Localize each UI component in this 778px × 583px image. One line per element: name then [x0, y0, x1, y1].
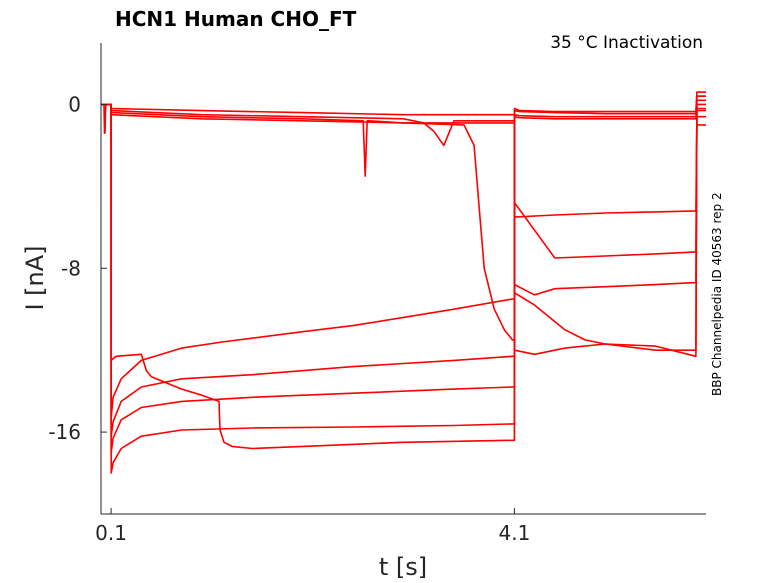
trace-8 [101, 103, 706, 358]
y-tick-label-3: -16 [48, 420, 81, 444]
y-tick-label-2: -8 [61, 256, 81, 280]
trace-6 [101, 103, 706, 341]
trace-2 [101, 95, 706, 454]
trace-3 [101, 99, 706, 437]
x-axis-label: t [s] [379, 553, 427, 581]
y-tick-group: 0 -8 -16 [48, 92, 107, 444]
trace-4 [101, 103, 706, 419]
y-tick-label-1: 0 [68, 92, 81, 116]
x-tick-group: 0.1 4.1 [95, 508, 530, 545]
y-axis-label: I [nA] [21, 245, 49, 310]
chart-title: HCN1 Human CHO_FT [115, 7, 357, 31]
trace-9 [101, 95, 706, 351]
x-tick-label-2: 4.1 [499, 521, 531, 545]
trace-group [101, 91, 706, 474]
trace-5 [101, 103, 706, 450]
chart-subtitle: 35 °C Inactivation [550, 33, 703, 53]
x-tick-label-1: 0.1 [95, 521, 127, 545]
source-label: BBP Channelpedia ID 40563 rep 2 [710, 192, 724, 396]
trace-7 [101, 103, 706, 296]
trace-1 [101, 91, 706, 474]
